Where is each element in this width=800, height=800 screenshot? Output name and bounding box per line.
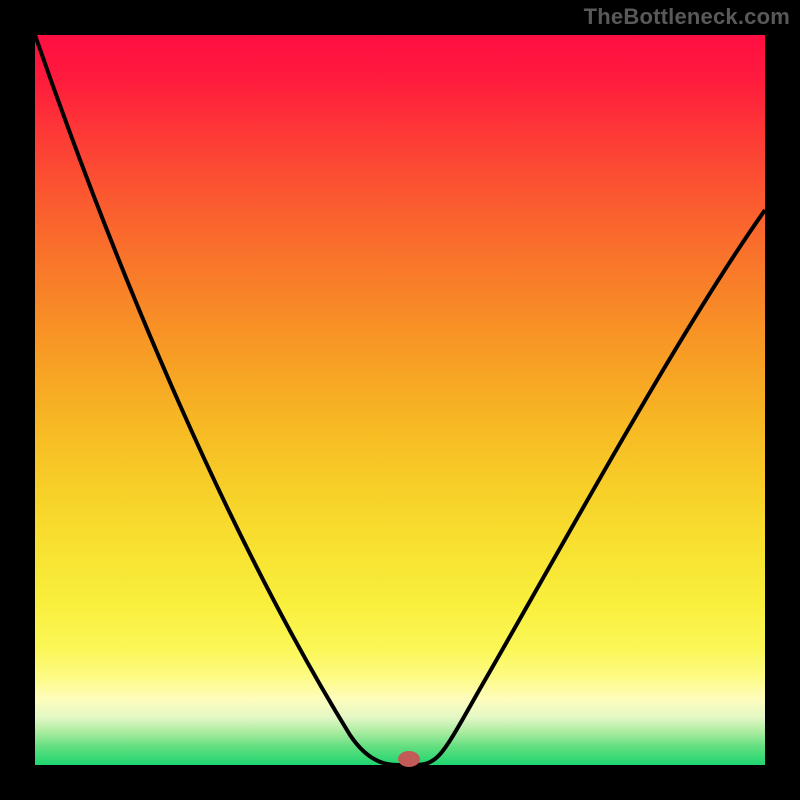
plot-background (35, 35, 765, 765)
bottleneck-chart (0, 0, 800, 800)
watermark-text: TheBottleneck.com (584, 4, 790, 30)
optimal-marker (398, 751, 420, 767)
chart-container: TheBottleneck.com (0, 0, 800, 800)
